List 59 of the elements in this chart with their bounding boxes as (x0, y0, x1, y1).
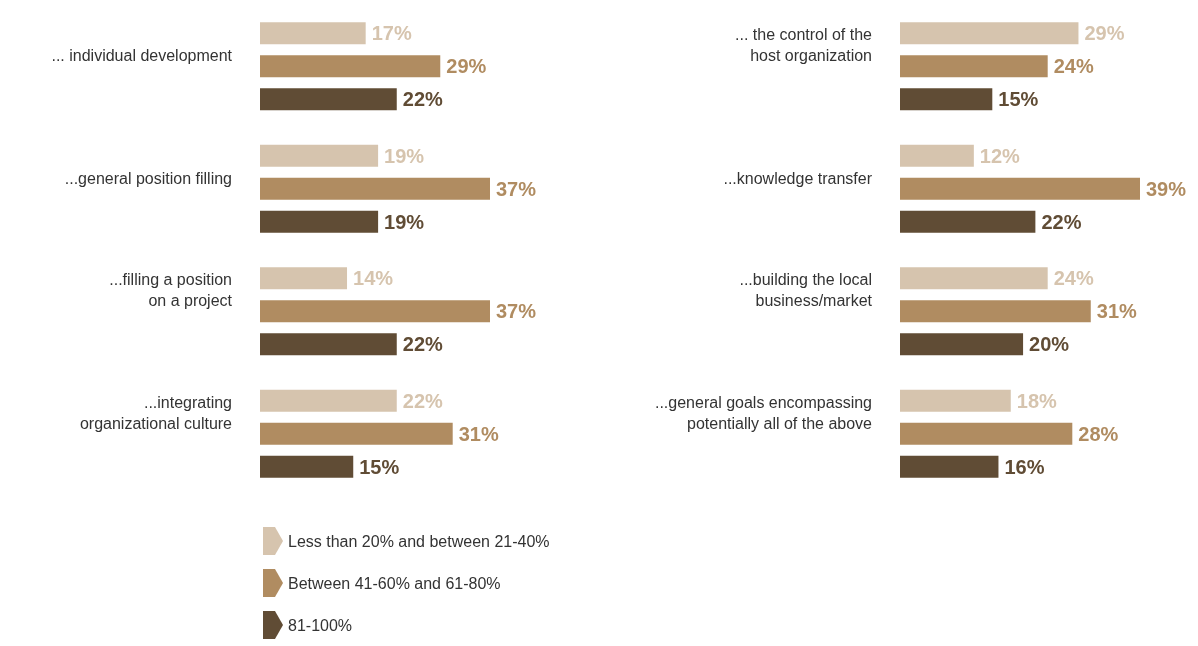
data-label: 12% (979, 144, 1021, 167)
y-tick-label: ...general position filling (64, 169, 232, 187)
bar (900, 210, 1036, 233)
bar (260, 177, 490, 200)
bar (900, 88, 993, 111)
bar (900, 389, 1011, 412)
data-label: 37% (496, 177, 537, 200)
bar (260, 88, 397, 111)
data-label: 24% (1053, 267, 1094, 290)
y-tick-label: ...integrating organizational culture (79, 393, 233, 432)
data-label: 16% (1004, 455, 1045, 478)
data-label: 22% (1041, 210, 1082, 233)
bar (900, 422, 1073, 445)
data-label: 19% (384, 144, 425, 167)
bar (260, 22, 366, 45)
bar (260, 55, 441, 78)
data-label: 31% (1096, 300, 1138, 323)
legend-label: Less than 20% and between 21-40% (288, 532, 550, 550)
bar (900, 300, 1091, 323)
bar (260, 267, 348, 290)
data-label: 28% (1078, 422, 1119, 445)
data-label: 17% (371, 22, 412, 45)
data-label: 19% (384, 210, 425, 233)
bar (260, 422, 453, 445)
data-label: 15% (998, 88, 1039, 111)
bar (900, 455, 999, 478)
data-label: 15% (359, 455, 400, 478)
data-label: 24% (1053, 55, 1094, 78)
data-label: 20% (1029, 333, 1070, 356)
data-label: 39% (1146, 177, 1187, 200)
bar (260, 300, 490, 323)
data-label: 22% (402, 333, 443, 356)
data-label: 29% (1084, 22, 1125, 45)
data-label: 29% (446, 55, 487, 78)
data-label: 22% (402, 88, 443, 111)
y-tick-label: ...building the local business/market (739, 271, 873, 310)
y-tick-label: ...knowledge transfer (723, 169, 873, 187)
legend-label: Between 41-60% and 61-80% (288, 574, 501, 592)
bar (900, 55, 1048, 78)
bar (260, 455, 354, 478)
bar (900, 267, 1048, 290)
legend-label: 81-100% (288, 616, 353, 634)
bar (260, 144, 379, 167)
data-label: 14% (353, 267, 394, 290)
bar (260, 389, 397, 412)
data-label: 18% (1016, 389, 1058, 412)
y-tick-label: ... the control of the host organization (735, 26, 873, 65)
bar (900, 22, 1079, 45)
y-tick-label: ...general goals encompassing potentially all of the above (654, 393, 873, 432)
y-tick-label: ...filling a position on a project (109, 271, 233, 310)
bar (260, 333, 397, 356)
bar (900, 144, 974, 167)
data-label: 22% (402, 389, 443, 412)
data-label: 37% (496, 300, 537, 323)
bar (900, 333, 1024, 356)
bar (900, 177, 1140, 200)
data-label: 31% (458, 422, 499, 445)
bar (260, 210, 379, 233)
y-tick-label: ... individual development (51, 47, 233, 65)
